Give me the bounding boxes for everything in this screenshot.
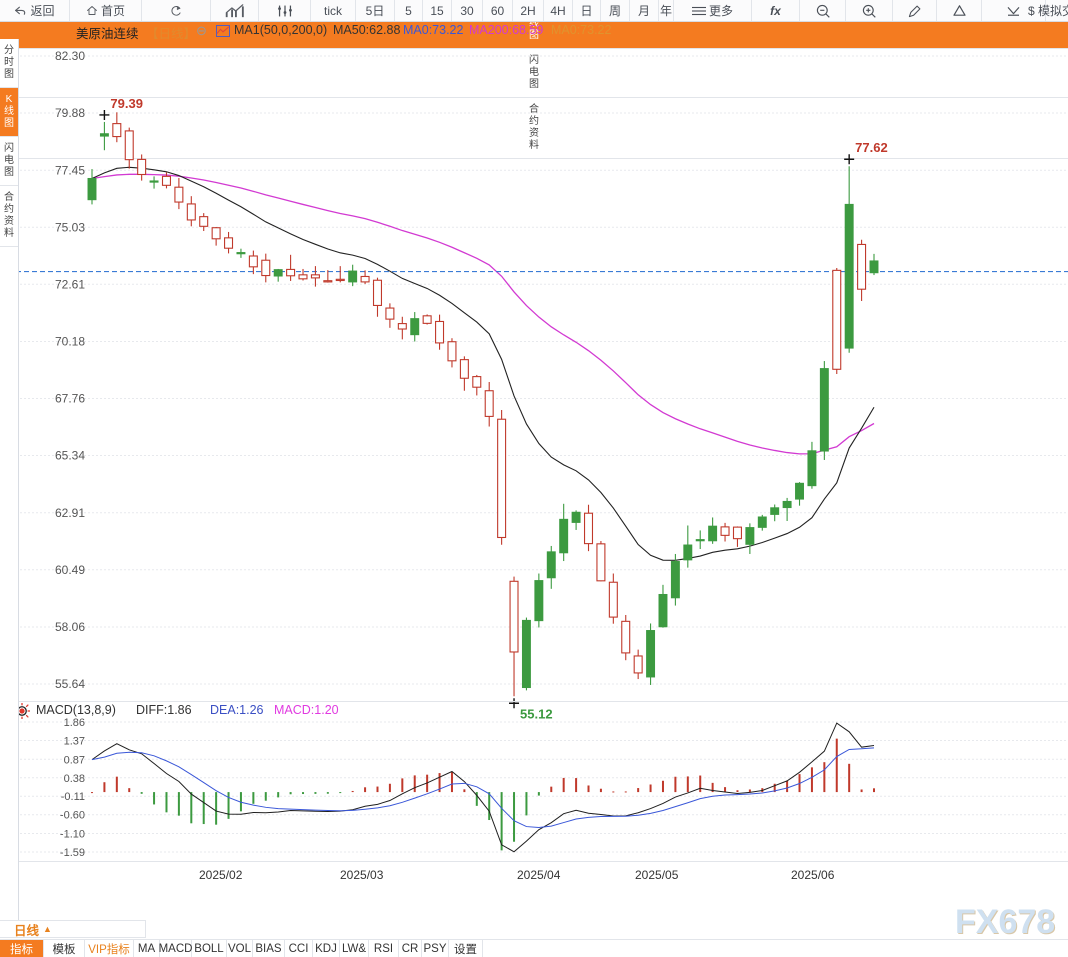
svg-text:1.37: 1.37 <box>64 735 85 747</box>
svg-text:60.49: 60.49 <box>55 563 85 577</box>
svg-text:62.91: 62.91 <box>55 506 85 520</box>
svg-text:79.88: 79.88 <box>55 106 85 120</box>
svg-text:79.39: 79.39 <box>110 96 143 111</box>
svg-text:58.06: 58.06 <box>55 620 85 634</box>
svg-text:0.38: 0.38 <box>64 773 85 785</box>
svg-text:70.18: 70.18 <box>55 335 85 349</box>
svg-text:0.87: 0.87 <box>64 754 85 766</box>
svg-text:-1.10: -1.10 <box>60 829 85 841</box>
svg-text:65.34: 65.34 <box>55 449 85 463</box>
svg-text:77.45: 77.45 <box>55 163 85 177</box>
svg-text:-0.11: -0.11 <box>61 791 85 803</box>
svg-text:-1.59: -1.59 <box>60 847 85 859</box>
svg-text:82.30: 82.30 <box>55 49 85 63</box>
svg-text:77.62: 77.62 <box>855 140 888 155</box>
svg-text:67.76: 67.76 <box>55 392 85 406</box>
svg-text:72.61: 72.61 <box>55 277 85 291</box>
svg-text:55.64: 55.64 <box>55 677 85 691</box>
svg-text:75.03: 75.03 <box>55 220 85 234</box>
svg-text:-0.60: -0.60 <box>60 810 85 822</box>
svg-text:1.86: 1.86 <box>64 717 85 729</box>
